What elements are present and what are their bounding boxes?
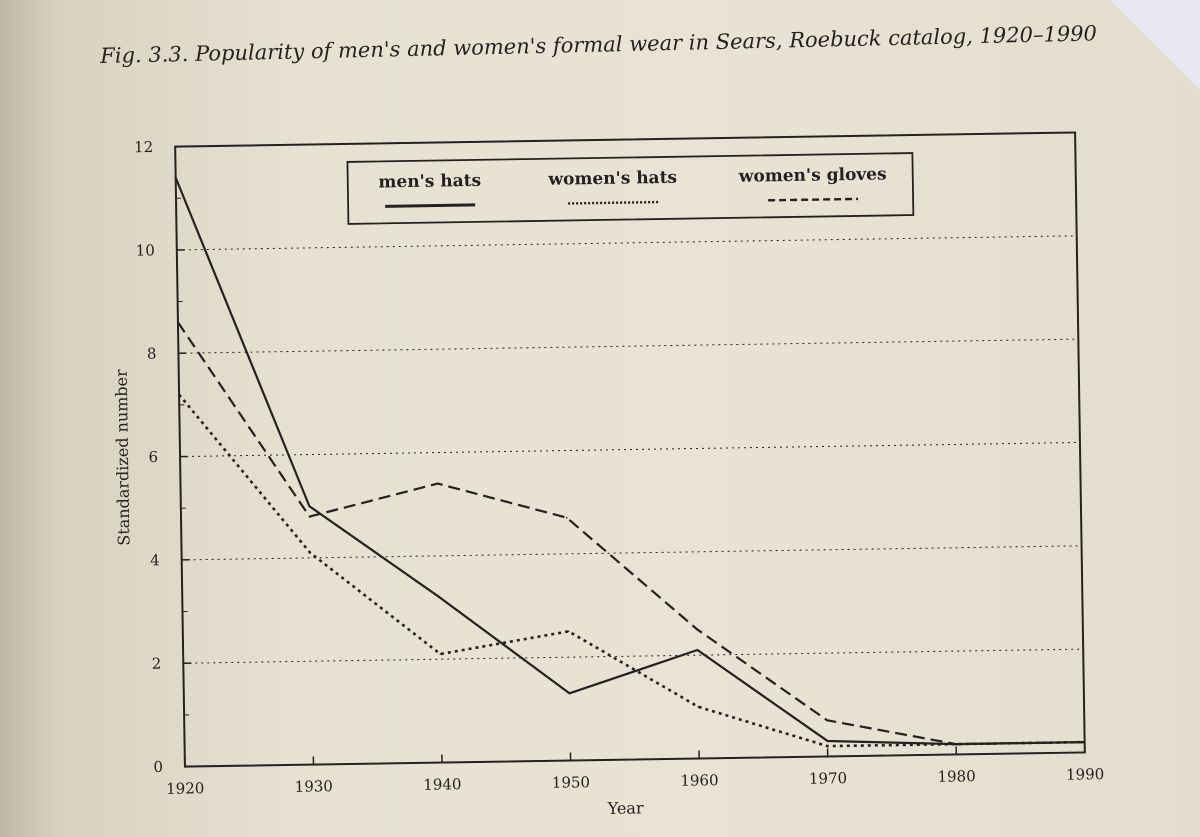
data-point: [1083, 741, 1086, 743]
data-point: [178, 393, 180, 396]
y-tick-label: 2: [152, 655, 162, 673]
x-tick-label: 1970: [809, 769, 847, 788]
y-tick-label: 8: [147, 345, 157, 363]
data-point: [565, 516, 568, 519]
data-point: [696, 628, 698, 631]
legend-label: women's hats: [547, 168, 677, 190]
y-tick-label: 10: [136, 241, 155, 259]
y-tick-label: 4: [150, 551, 160, 569]
data-point: [309, 551, 311, 554]
legend-swatch: [568, 200, 659, 205]
gridline-y: [178, 338, 1079, 354]
legend-label: women's gloves: [738, 164, 887, 186]
gridline-y: [180, 441, 1080, 458]
x-tick-label: 1930: [295, 777, 333, 796]
x-tick-label: 1920: [166, 779, 204, 798]
x-tick-label: 1980: [937, 767, 975, 786]
data-point: [436, 482, 439, 485]
data-point: [439, 653, 442, 655]
gridline-y: [181, 545, 1082, 561]
x-axis-title: Year: [607, 798, 644, 818]
data-point: [955, 743, 957, 745]
series-line-women-s-gloves: [177, 321, 1085, 746]
x-tick-label: 1990: [1066, 765, 1104, 784]
data-point: [697, 706, 700, 708]
x-tick-label: 1940: [423, 775, 461, 794]
data-point: [826, 719, 828, 722]
legend-box: [346, 152, 915, 225]
y-tick-label: 0: [153, 758, 163, 776]
data-point: [308, 515, 311, 518]
legend-label: men's hats: [378, 171, 481, 193]
gridline-y: [183, 648, 1084, 664]
data-point: [438, 596, 441, 599]
gridline-y: [176, 235, 1077, 251]
data-point: [568, 692, 571, 695]
data-point: [696, 649, 699, 651]
data-point: [826, 745, 829, 747]
series-line-men-s-hats: [174, 177, 1085, 746]
data-point: [174, 176, 177, 179]
legend-swatch: [385, 203, 476, 208]
legend-swatch: [768, 197, 859, 202]
data-point: [567, 630, 570, 633]
series-line-women-s-hats: [178, 393, 1085, 748]
data-point: [826, 740, 829, 742]
y-axis-title: Standardized number: [112, 369, 134, 546]
data-point: [177, 321, 179, 324]
y-tick-label: 6: [148, 448, 158, 466]
x-tick-label: 1950: [552, 773, 590, 792]
data-point: [308, 505, 311, 508]
page-corner: [1110, 0, 1200, 90]
x-tick-label: 1960: [680, 771, 718, 790]
y-tick-label: 12: [134, 138, 153, 156]
